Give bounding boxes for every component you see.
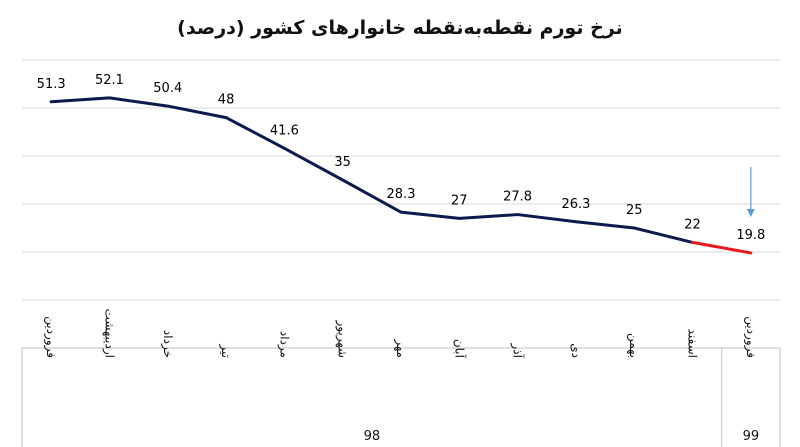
data-label: 27 — [451, 193, 468, 208]
month-label: مرداد — [276, 331, 291, 358]
year-label: 99 — [743, 429, 760, 444]
data-label: 28.3 — [387, 187, 416, 202]
series-highlight-segment — [691, 240, 753, 255]
series-line — [49, 96, 753, 255]
data-label: 19.8 — [736, 228, 765, 243]
data-labels: 51.3 52.1 50.4 48 41.6 35 28.3 27 27.8 26.3 25 22 19… — [37, 73, 766, 243]
month-labels: فروردین اردیبهشت خرداد تیر مرداد شهریور مهر آبا… — [43, 309, 758, 359]
category-axis-table — [21, 347, 781, 447]
data-label: 48 — [218, 93, 235, 108]
month-label: فروردین — [743, 316, 758, 358]
month-label: تیر — [218, 343, 233, 358]
month-label: اسفند — [686, 329, 700, 358]
data-label: 52.1 — [95, 73, 124, 88]
data-label: 22 — [684, 217, 701, 232]
month-label: آذر — [510, 343, 526, 359]
month-label: مهر — [393, 338, 408, 358]
data-label: 50.4 — [153, 81, 182, 96]
year-label: 98 — [364, 429, 381, 444]
annotation-arrow — [746, 166, 755, 217]
data-label: 25 — [626, 203, 643, 218]
month-label: بهمن — [626, 333, 641, 358]
month-label: خرداد — [160, 330, 175, 358]
month-label: دی — [569, 343, 583, 358]
data-label: 41.6 — [270, 123, 299, 138]
year-labels: 98 99 — [364, 429, 760, 444]
data-label: 27.8 — [503, 190, 532, 205]
series-main-line — [49, 96, 695, 244]
arrow-head — [746, 208, 755, 217]
gridlines — [22, 59, 780, 301]
month-label: اردیبهشت — [101, 309, 116, 358]
data-label: 26.3 — [561, 197, 590, 212]
month-label: فروردین — [43, 316, 58, 358]
data-label: 51.3 — [37, 77, 66, 92]
chart-title: نرخ تورم نقطه‌به‌نقطه خانوارهای کشور (در… — [177, 17, 623, 39]
month-label: شهریور — [335, 319, 350, 358]
data-label: 35 — [334, 155, 351, 170]
month-label: آبان — [452, 339, 467, 359]
